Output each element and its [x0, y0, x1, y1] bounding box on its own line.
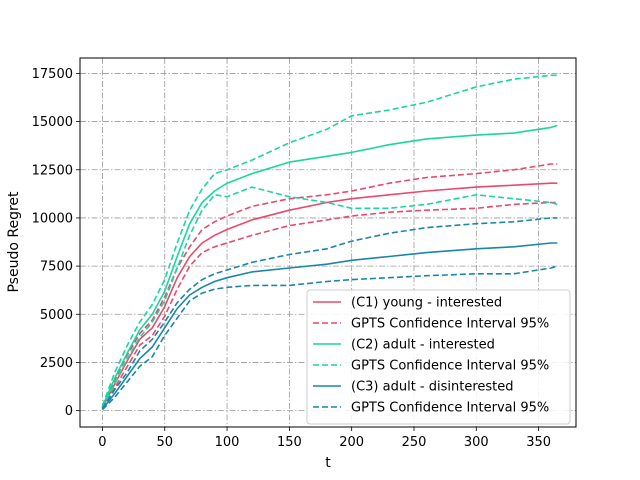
legend-label: (C1) young - interested	[351, 296, 502, 311]
series-line-2	[101, 163, 558, 408]
x-tick-label: 200	[339, 435, 364, 450]
legend-label: GPTS Confidence Interval 95%	[351, 317, 549, 332]
grid	[80, 58, 576, 427]
series-line-4	[101, 124, 558, 408]
x-tick-label: 50	[156, 435, 173, 450]
series-line-7	[101, 242, 558, 410]
y-axis-label: Pseudo Regret	[6, 191, 22, 293]
y-tick-label: 12500	[32, 163, 73, 178]
series-layer	[101, 74, 558, 411]
x-tick-label: 300	[464, 435, 489, 450]
y-tick-label: 10000	[32, 211, 73, 226]
y-tick-label: 0	[65, 404, 73, 419]
series-line-6	[101, 186, 558, 409]
x-axis-label: t	[325, 455, 331, 471]
legend-label: GPTS Confidence Interval 95%	[351, 359, 549, 374]
y-tick-label: 2500	[40, 356, 73, 371]
y-tick-label: 7500	[40, 260, 73, 275]
y-tick-label: 15000	[32, 115, 73, 130]
x-tick-label: 150	[277, 435, 302, 450]
x-tick-label: 250	[402, 435, 427, 450]
legend-label: GPTS Confidence Interval 95%	[351, 401, 549, 416]
x-tick-label: 100	[215, 435, 240, 450]
legend-label: (C3) adult - disinterested	[351, 380, 514, 395]
plot-frame	[79, 57, 577, 428]
legend-box	[306, 289, 571, 425]
series-line-5	[101, 74, 558, 407]
y-tick-label: 5000	[40, 308, 73, 323]
series-line-8	[101, 217, 558, 409]
y-tick-label: 17500	[32, 67, 73, 82]
legend-label: (C2) adult - interested	[351, 338, 495, 353]
series-line-9	[101, 265, 558, 411]
legend: (C1) young - interested GPTS Confidence I…	[306, 289, 571, 425]
x-tick-label: 350	[526, 435, 551, 450]
ticks: 0 50 100 150 200 250 300 350 0 2500 5000 7500 10000 1…	[32, 67, 551, 450]
series-line-1	[101, 182, 558, 409]
x-tick-label: 0	[98, 435, 106, 450]
